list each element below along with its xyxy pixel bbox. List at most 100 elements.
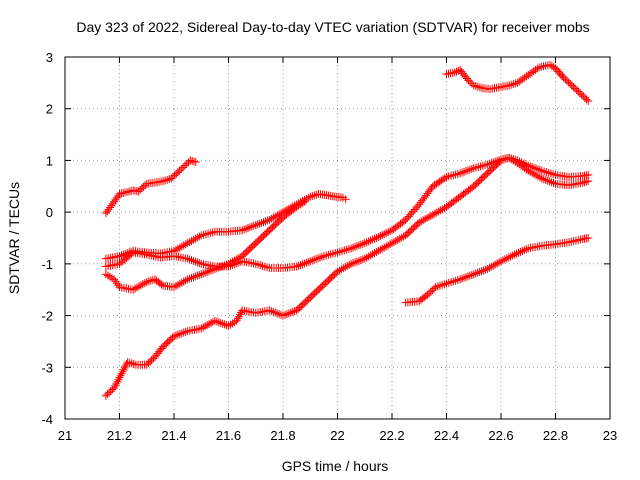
series-arc-top-right bbox=[442, 60, 593, 105]
data-point bbox=[177, 278, 186, 287]
data-point bbox=[453, 169, 462, 178]
data-point bbox=[584, 177, 593, 186]
data-point bbox=[574, 236, 583, 245]
data-point bbox=[442, 279, 451, 288]
data-point bbox=[105, 272, 114, 281]
data-point bbox=[115, 190, 124, 199]
data-point bbox=[195, 270, 204, 279]
data-point bbox=[374, 246, 383, 255]
data-point bbox=[179, 241, 188, 250]
data-point bbox=[461, 167, 470, 176]
data-point bbox=[532, 171, 541, 180]
data-point bbox=[432, 208, 441, 217]
data-point bbox=[113, 377, 122, 386]
data-point bbox=[161, 176, 170, 185]
data-point bbox=[214, 263, 223, 272]
data-point bbox=[240, 225, 249, 234]
data-point bbox=[177, 329, 186, 338]
data-point bbox=[185, 255, 194, 264]
data-point bbox=[453, 276, 462, 285]
x-tick-labels: 21 21.2 21.4 21.6 21.8 22 22.2 22.4 22.6 22.8 23 bbox=[58, 428, 617, 443]
x-tick-label: 21.4 bbox=[161, 428, 186, 443]
data-point bbox=[483, 265, 492, 274]
data-point bbox=[467, 270, 476, 279]
data-point bbox=[205, 320, 214, 329]
data-point bbox=[170, 332, 178, 341]
data-point bbox=[189, 256, 198, 265]
data-point bbox=[368, 235, 377, 244]
data-point bbox=[324, 250, 333, 259]
data-point bbox=[458, 168, 467, 177]
data-point bbox=[181, 327, 190, 336]
data-point bbox=[186, 156, 195, 165]
data-point bbox=[349, 259, 358, 268]
data-point bbox=[157, 280, 166, 289]
data-point bbox=[179, 328, 188, 337]
data-point bbox=[426, 211, 435, 220]
data-point bbox=[188, 156, 197, 165]
data-point bbox=[451, 276, 460, 285]
data-point bbox=[347, 244, 356, 253]
data-point bbox=[257, 218, 266, 227]
data-point bbox=[476, 162, 485, 171]
data-marks bbox=[101, 60, 593, 400]
data-point bbox=[456, 275, 465, 284]
data-point bbox=[261, 217, 270, 226]
data-point bbox=[449, 277, 458, 286]
data-point bbox=[433, 282, 442, 291]
data-point bbox=[286, 308, 295, 317]
data-point bbox=[306, 257, 315, 266]
data-point bbox=[294, 261, 303, 270]
data-point bbox=[117, 251, 126, 260]
data-point bbox=[345, 260, 354, 269]
data-point bbox=[372, 233, 381, 242]
y-tick-label: -4 bbox=[41, 412, 53, 427]
data-point bbox=[187, 256, 196, 265]
data-point bbox=[275, 310, 284, 319]
data-point bbox=[576, 235, 585, 244]
data-point bbox=[347, 259, 356, 268]
data-point bbox=[465, 165, 474, 174]
series-arc-top-left bbox=[101, 156, 200, 218]
data-point bbox=[216, 262, 225, 271]
data-point bbox=[322, 251, 331, 260]
data-point bbox=[582, 177, 591, 186]
data-point bbox=[384, 241, 393, 250]
data-point bbox=[356, 240, 365, 249]
data-point bbox=[210, 265, 219, 274]
data-point bbox=[300, 259, 309, 268]
data-point bbox=[238, 226, 247, 235]
data-point bbox=[352, 257, 361, 266]
data-point bbox=[133, 283, 142, 292]
data-point bbox=[249, 221, 258, 230]
data-point bbox=[189, 273, 198, 282]
data-point bbox=[119, 365, 128, 374]
data-point bbox=[341, 263, 350, 272]
y-tick-label: 0 bbox=[46, 205, 53, 220]
data-point bbox=[304, 193, 313, 202]
data-point bbox=[263, 263, 272, 272]
data-point bbox=[506, 252, 515, 261]
data-point bbox=[232, 316, 241, 325]
data-point bbox=[504, 253, 513, 262]
data-point bbox=[228, 319, 237, 328]
data-point bbox=[296, 260, 305, 269]
data-point bbox=[185, 238, 194, 247]
data-point bbox=[378, 244, 387, 253]
data-point bbox=[533, 165, 542, 174]
data-point bbox=[580, 178, 589, 187]
data-point bbox=[475, 267, 484, 276]
data-point bbox=[372, 248, 381, 257]
data-point bbox=[469, 164, 478, 173]
data-point bbox=[108, 274, 117, 283]
data-point bbox=[171, 331, 180, 340]
data-point bbox=[541, 176, 550, 185]
data-point bbox=[475, 83, 484, 92]
data-point bbox=[340, 246, 349, 255]
data-point bbox=[103, 271, 112, 280]
data-point bbox=[184, 158, 193, 167]
data-point bbox=[203, 267, 212, 276]
data-point bbox=[380, 230, 389, 239]
data-point bbox=[520, 246, 529, 255]
data-point bbox=[312, 255, 321, 264]
